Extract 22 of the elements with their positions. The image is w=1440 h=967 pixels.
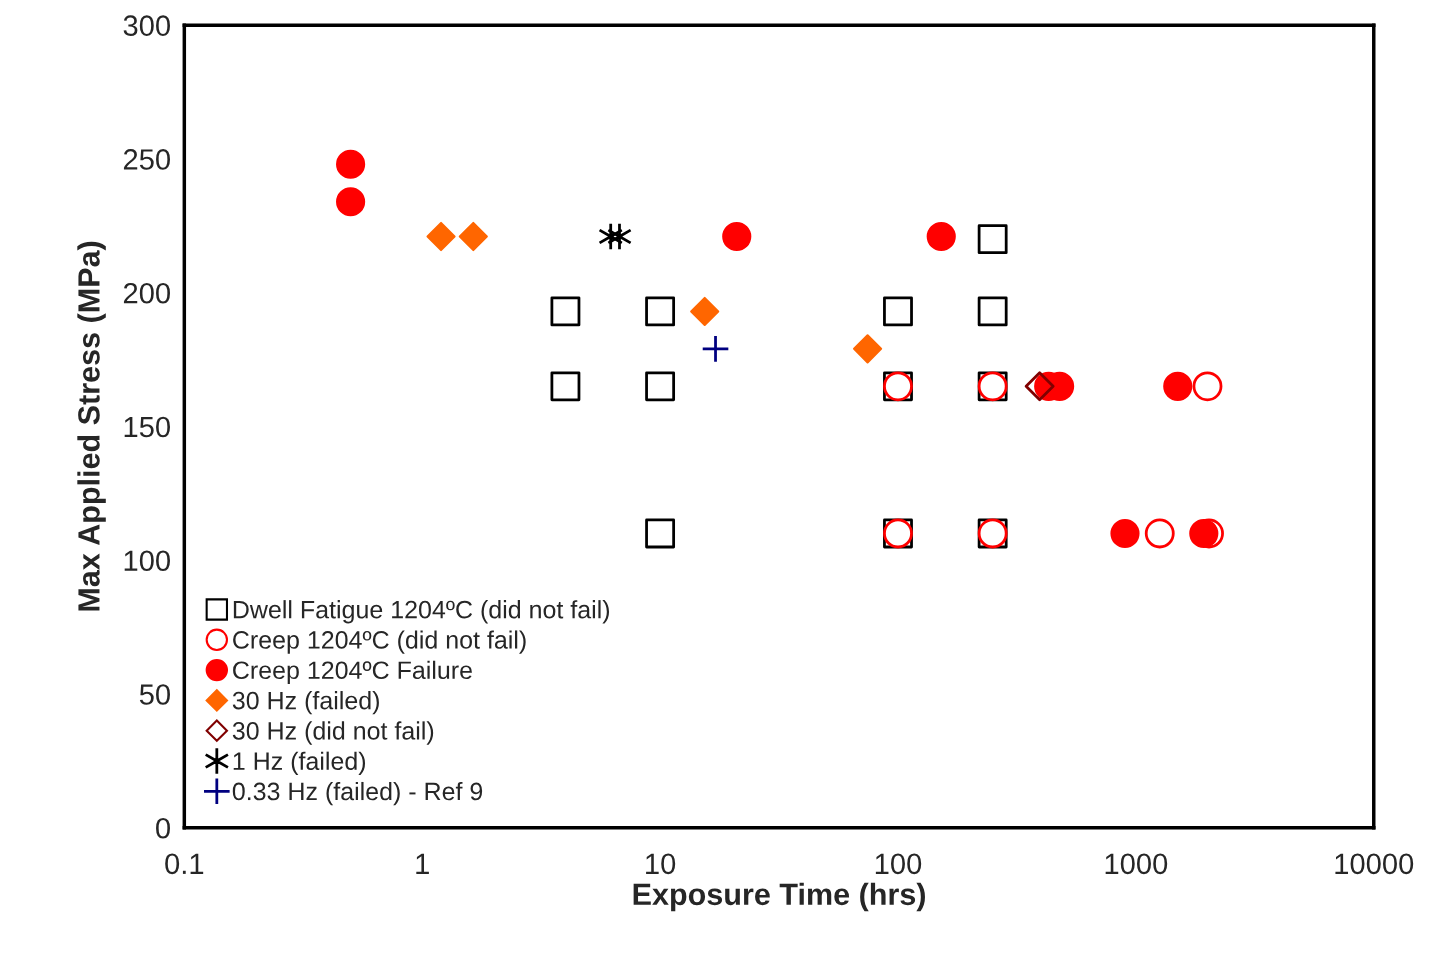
y-tick-label: 150 — [124, 416, 170, 438]
y-tick-label: 50 — [139, 684, 170, 705]
legend-label: 30 Hz (did not fail) — [232, 721, 434, 745]
y-tick-label: 250 — [123, 149, 170, 170]
y-tick-label: 0 — [156, 817, 170, 839]
y-tick-label: 300 — [123, 15, 170, 36]
y-tick-label: 100 — [124, 550, 170, 572]
legend-label: Creep 1204ºC Failure — [233, 660, 472, 685]
x-tick-label: 1000 — [1105, 853, 1168, 875]
x-tick-label: 1 — [416, 853, 429, 874]
legend-label: 0.33 Hz (failed) - Ref 9 — [232, 781, 483, 806]
y-axis-title: Max Applied Stress (MPa) — [77, 241, 106, 611]
legend-label: 1 Hz (failed) — [233, 751, 366, 775]
x-tick-label: 10 — [646, 853, 676, 875]
x-tick-label: 100 — [875, 853, 922, 875]
x-tick-label: 10000 — [1335, 853, 1414, 875]
x-tick-label: 0.1 — [165, 853, 204, 875]
legend-label: 30 Hz (failed) — [232, 691, 379, 715]
y-tick-label: 200 — [123, 282, 170, 304]
legend-label: Creep 1204ºC (did not fail) — [233, 630, 526, 654]
x-axis-title: Exposure Time (hrs) — [633, 882, 925, 912]
legend-label: Dwell Fatigue 1204ºC (did not fail) — [233, 600, 610, 624]
